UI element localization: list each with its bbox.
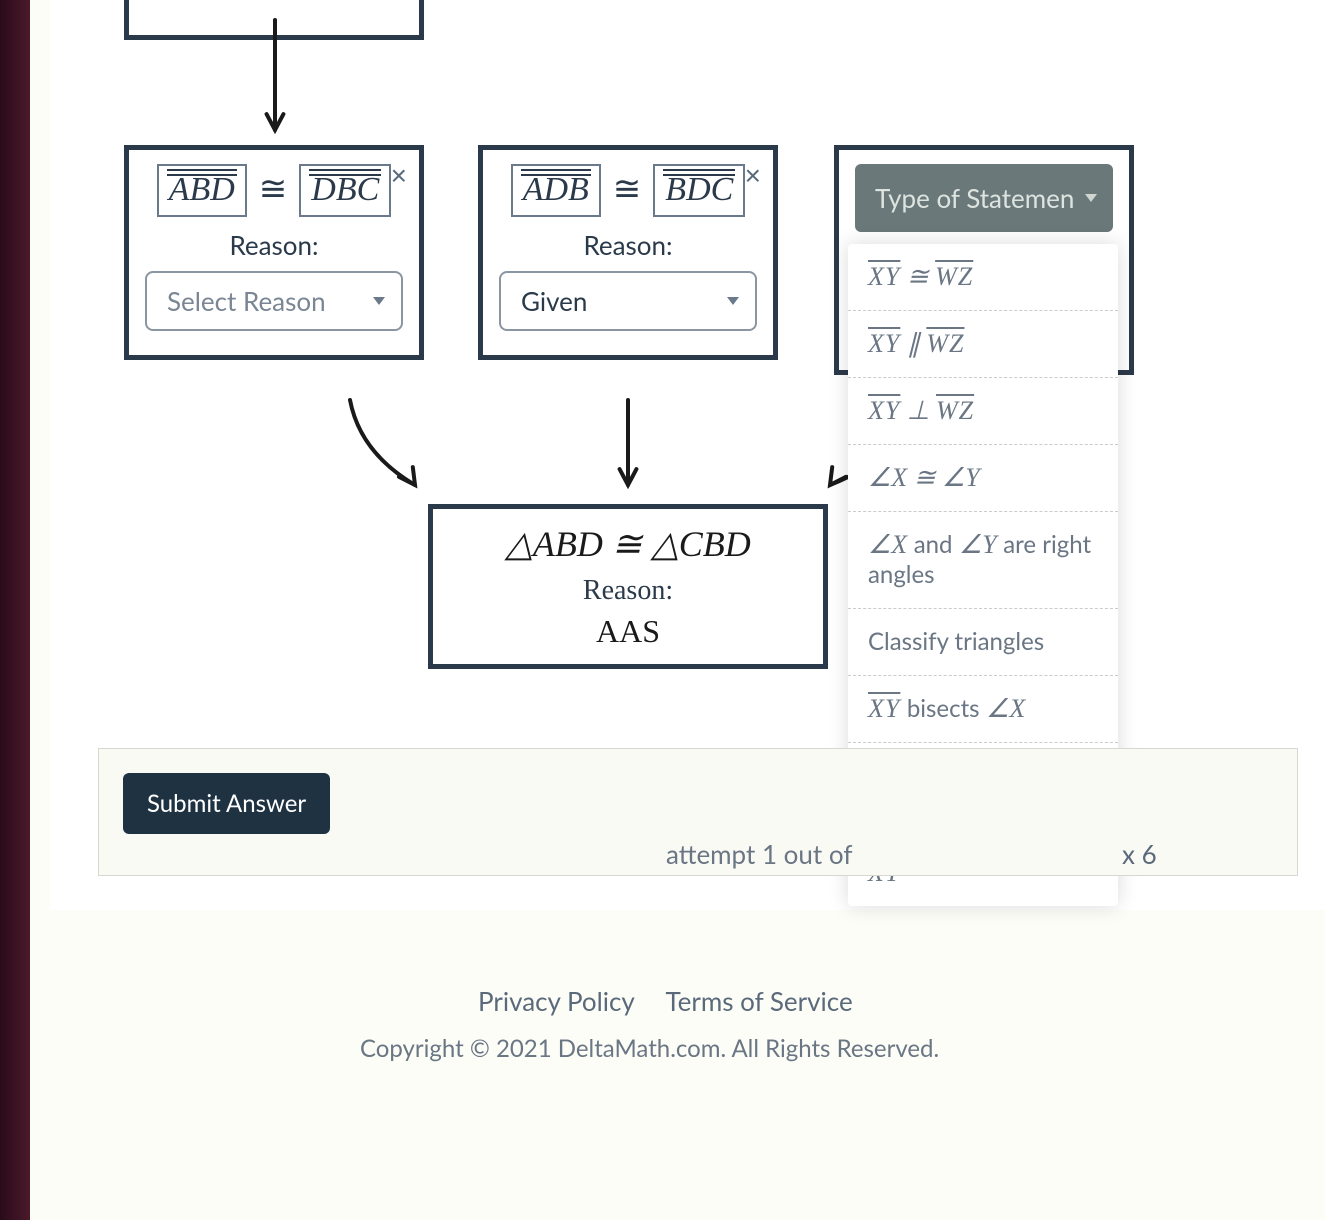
footer-links: Privacy Policy Terms of Service <box>466 985 865 1017</box>
type-of-statement-select[interactable]: Type of Statemen <box>855 164 1113 232</box>
reason-value: Select Reason <box>167 285 326 317</box>
chevron-down-icon <box>1085 194 1097 202</box>
type-label: Type of Statemen <box>875 182 1074 214</box>
statement-row: ABD ≅ DBC <box>145 164 403 217</box>
terms-of-service-link[interactable]: Terms of Service <box>665 985 852 1017</box>
conclusion-statement: △ABD ≅ △CBD <box>449 523 807 565</box>
reason-value: Given <box>521 285 587 317</box>
copyright-text: Copyright © 2021 DeltaMath.com. All Righ… <box>360 1034 939 1063</box>
conclusion-reason: AAS <box>449 613 807 650</box>
statement-type-option[interactable]: XY ⊥ WZ <box>848 378 1118 445</box>
x6-label: x 6 <box>1122 838 1157 870</box>
segment-left[interactable]: ABD <box>157 164 247 217</box>
close-icon[interactable]: × <box>745 160 761 192</box>
statement-row: ADB ≅ BDC <box>499 164 757 217</box>
close-icon[interactable]: × <box>391 160 407 192</box>
segment-right[interactable]: BDC <box>653 164 745 217</box>
submit-answer-button[interactable]: Submit Answer <box>123 773 330 834</box>
segment-left[interactable]: ADB <box>511 164 601 217</box>
proof-step-2: ADB ≅ BDC × Reason: Given <box>478 145 778 360</box>
reason-select[interactable]: Given <box>499 271 757 331</box>
segment-right[interactable]: DBC <box>299 164 391 217</box>
privacy-policy-link[interactable]: Privacy Policy <box>478 985 635 1017</box>
reason-select[interactable]: Select Reason <box>145 271 403 331</box>
statement-type-option[interactable]: ∠X ≅ ∠Y <box>848 445 1118 512</box>
statement-type-option[interactable]: Classify triangles <box>848 609 1118 676</box>
congruent-symbol: ≅ <box>605 171 650 208</box>
reason-label: Reason: <box>145 229 403 261</box>
chevron-down-icon <box>373 297 385 305</box>
proof-conclusion: △ABD ≅ △CBD Reason: AAS <box>428 504 828 669</box>
reason-label: Reason: <box>449 575 807 607</box>
proof-step-1: ABD ≅ DBC × Reason: Select Reason <box>124 145 424 360</box>
statement-type-option[interactable]: XY ∥ WZ <box>848 311 1118 378</box>
statement-type-option[interactable]: ∠X and ∠Y are right angles <box>848 512 1118 609</box>
chevron-down-icon <box>727 297 739 305</box>
statement-type-option[interactable]: XY ≅ WZ <box>848 244 1118 311</box>
statement-type-option[interactable]: XY bisects ∠X <box>848 676 1118 743</box>
reason-label: Reason: <box>499 229 757 261</box>
congruent-symbol: ≅ <box>251 171 296 208</box>
attempt-counter: attempt 1 out of <box>666 838 852 870</box>
